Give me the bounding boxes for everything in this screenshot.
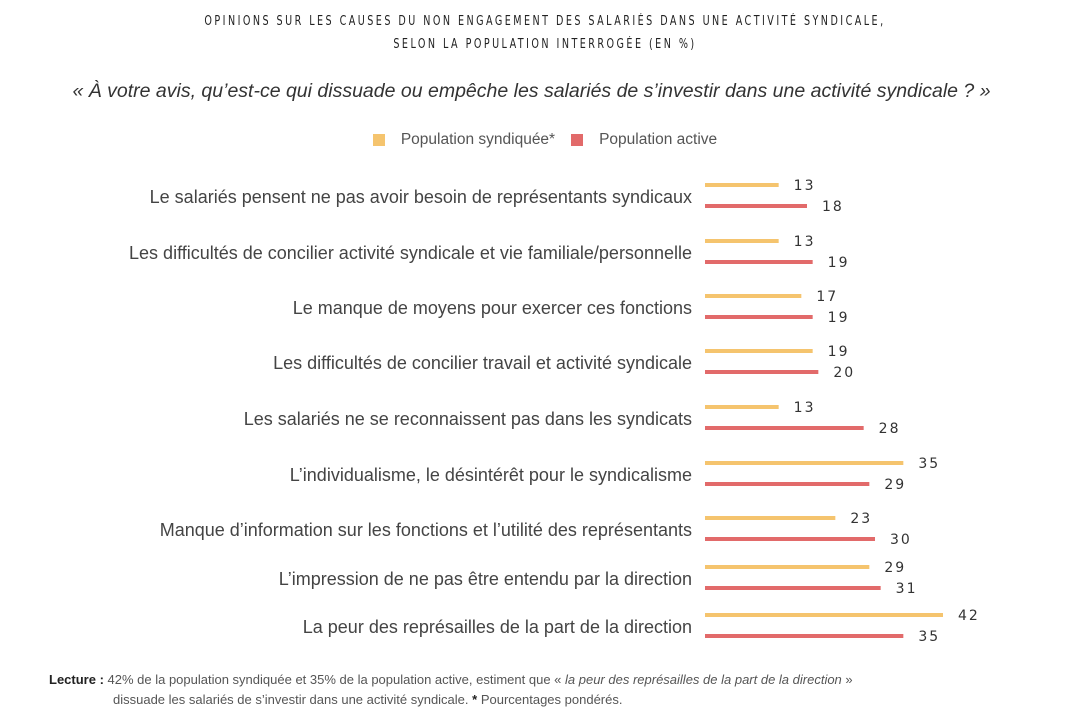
data-label-active: 19 bbox=[828, 310, 850, 326]
chart-title-line-1: OPINIONS SUR LES CAUSES DU NON ENGAGEMEN… bbox=[204, 14, 886, 29]
reading-note-text: 42% de la population syndiquée et 35% de… bbox=[103, 672, 566, 687]
data-label-syndiquee: 13 bbox=[794, 234, 816, 250]
category-label: Les difficultés de concilier travail et … bbox=[273, 353, 692, 373]
bar-active bbox=[705, 634, 904, 638]
data-label-syndiquee: 42 bbox=[958, 608, 980, 624]
data-label-active: 31 bbox=[896, 581, 918, 597]
data-label-active: 29 bbox=[884, 477, 906, 493]
bar-active bbox=[705, 586, 881, 590]
data-label-syndiquee: 23 bbox=[850, 511, 872, 527]
weighted-note: Pourcentages pondérés. bbox=[477, 692, 623, 707]
legend-label-active: Population active bbox=[599, 131, 718, 148]
data-label-active: 30 bbox=[890, 532, 912, 548]
reading-note-label: Lecture : bbox=[49, 672, 104, 687]
reading-note-star: * bbox=[472, 692, 478, 707]
bar-active bbox=[705, 482, 870, 486]
data-label-syndiquee: 17 bbox=[816, 289, 838, 305]
reading-note: Lecture : 42% de la population syndiquée… bbox=[49, 670, 853, 710]
bar-active bbox=[705, 204, 807, 208]
data-label-syndiquee: 13 bbox=[794, 400, 816, 416]
bar-active bbox=[705, 537, 875, 541]
bar-active bbox=[705, 370, 819, 374]
chart-title-line-2: SELON LA POPULATION INTERROGÉE (EN %) bbox=[393, 37, 697, 52]
legend-item-active: Population active bbox=[571, 131, 717, 149]
bar-active bbox=[705, 260, 813, 264]
bar-syndiquee bbox=[705, 405, 779, 409]
data-label-active: 19 bbox=[828, 255, 850, 271]
reading-note-quote: la peur des représailles de la part de l… bbox=[565, 672, 842, 687]
bar-syndiquee bbox=[705, 294, 802, 298]
data-label-syndiquee: 19 bbox=[828, 344, 850, 360]
reading-note-line-2: dissuade les salariés de s’investir dans… bbox=[113, 692, 473, 707]
legend: Population syndiquée* Population active bbox=[0, 131, 1090, 149]
data-label-syndiquee: 29 bbox=[884, 560, 906, 576]
bar-active bbox=[705, 426, 864, 430]
bar-syndiquee bbox=[705, 461, 904, 465]
data-label-syndiquee: 13 bbox=[794, 178, 816, 194]
category-label: Le manque de moyens pour exercer ces fon… bbox=[293, 298, 692, 318]
category-label: La peur des représailles de la part de l… bbox=[303, 617, 692, 637]
data-label-syndiquee: 35 bbox=[918, 456, 940, 472]
chart-subtitle: « À votre avis, qu’est-ce qui dissuade o… bbox=[72, 80, 991, 102]
bar-active bbox=[705, 315, 813, 319]
category-label: Les salariés ne se reconnaissent pas dan… bbox=[244, 409, 692, 429]
data-label-active: 18 bbox=[822, 199, 844, 215]
data-label-active: 20 bbox=[833, 365, 855, 381]
bar-syndiquee bbox=[705, 349, 813, 353]
category-label: Le salariés pensent ne pas avoir besoin … bbox=[150, 187, 692, 207]
legend-label-syndiquee: Population syndiquée* bbox=[400, 131, 556, 148]
category-label: L’impression de ne pas être entendu par … bbox=[279, 569, 692, 589]
bar-syndiquee bbox=[705, 183, 779, 187]
data-label-active: 35 bbox=[918, 629, 940, 645]
bar-syndiquee bbox=[705, 239, 779, 243]
legend-swatch-syndiquee bbox=[372, 134, 385, 146]
legend-item-syndiquee: Population syndiquée* bbox=[372, 131, 556, 149]
category-label: Manque d’information sur les fonctions e… bbox=[160, 520, 692, 540]
category-label: Les difficultés de concilier activité sy… bbox=[129, 243, 692, 263]
bar-syndiquee bbox=[705, 565, 870, 569]
category-label: L’individualisme, le désintérêt pour le … bbox=[290, 465, 692, 485]
reading-note-text-end: » bbox=[841, 672, 853, 687]
bar-syndiquee bbox=[705, 516, 836, 520]
legend-swatch-active bbox=[571, 134, 584, 146]
bar-syndiquee bbox=[705, 613, 943, 617]
data-label-active: 28 bbox=[879, 421, 901, 437]
